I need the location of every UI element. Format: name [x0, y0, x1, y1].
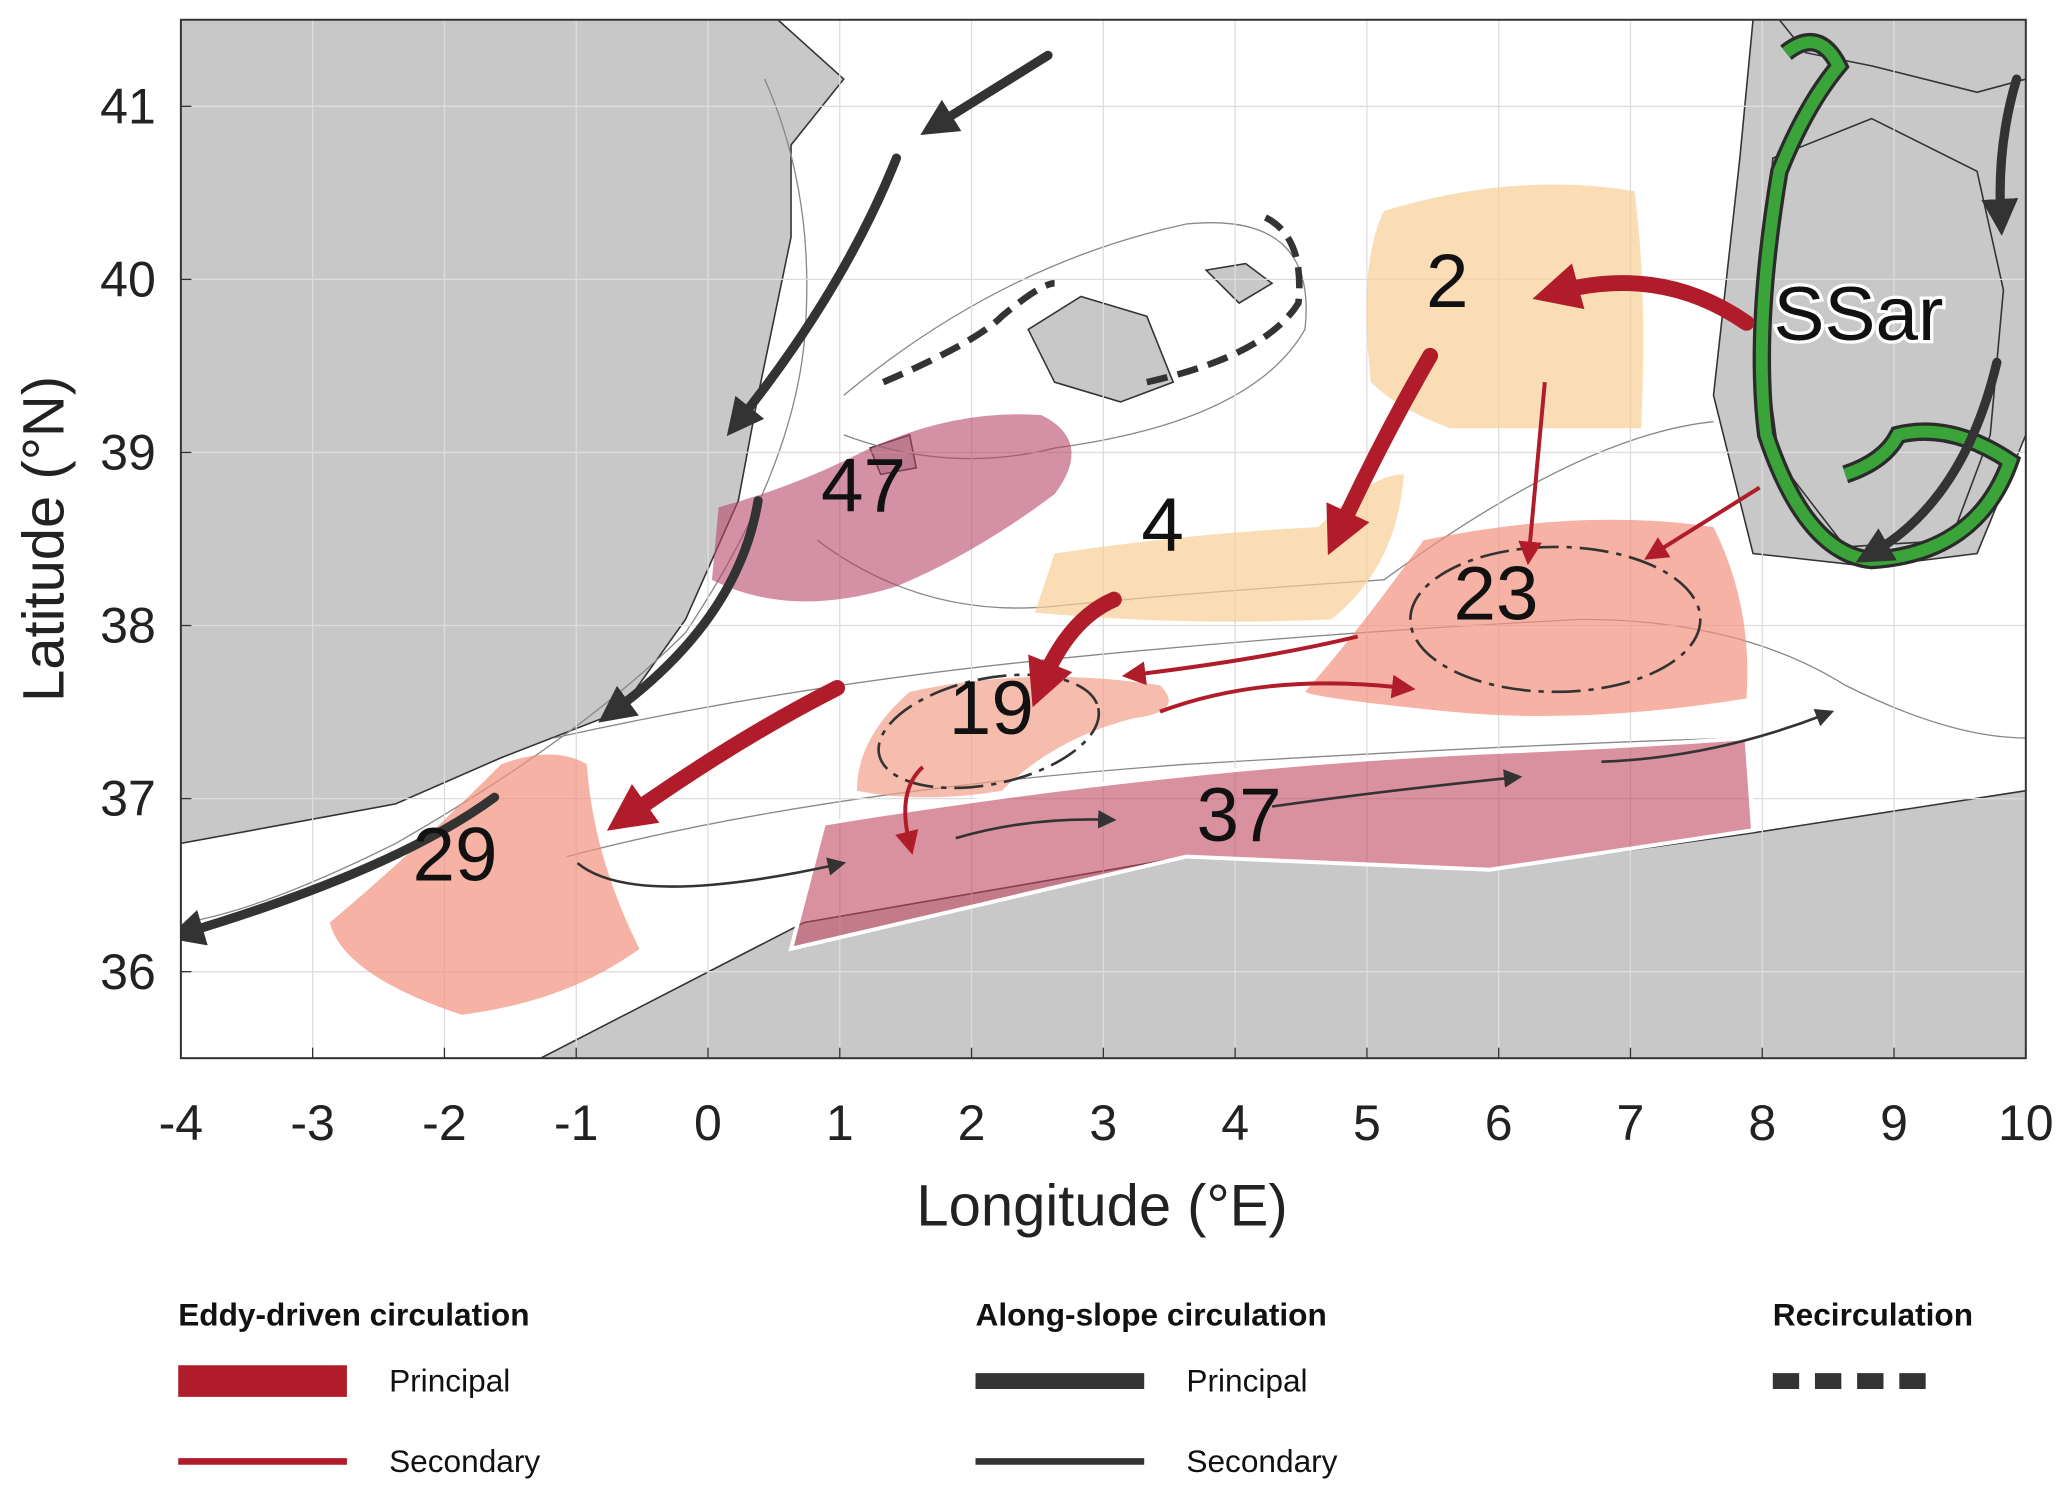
region-23	[1304, 519, 1748, 717]
y-axis-label: Latitude (°N)	[13, 376, 77, 702]
x-tick-label: -1	[554, 1095, 599, 1151]
x-axis-label: Longitude (°E)	[916, 1175, 1287, 1239]
legend-title: Along-slope circulation	[976, 1297, 1327, 1333]
mallorca	[1027, 295, 1175, 403]
region-label: SSar	[1774, 272, 1944, 357]
legend-title: Eddy-driven circulation	[178, 1297, 529, 1333]
x-tick-label: 3	[1089, 1095, 1117, 1151]
region-label: 29	[412, 812, 497, 897]
along-slope-secondary	[576, 708, 1835, 888]
x-tick-label: 2	[958, 1095, 986, 1151]
region-label: 37	[1197, 773, 1282, 858]
y-tick-label: 41	[100, 78, 156, 134]
x-tick-label: 9	[1880, 1095, 1908, 1151]
region-29	[329, 754, 640, 1015]
legend-title: Recirculation	[1773, 1297, 1973, 1333]
x-tick-label: 5	[1353, 1095, 1381, 1151]
x-tick-label: -3	[290, 1095, 335, 1151]
legend-item: Secondary	[389, 1443, 540, 1479]
x-tick-label: 7	[1617, 1095, 1645, 1151]
region-4	[1034, 474, 1404, 622]
y-tick-label: 40	[100, 252, 156, 308]
region-19	[856, 676, 1169, 798]
legend-item: Principal	[1186, 1363, 1307, 1399]
x-tick-label: 1	[826, 1095, 854, 1151]
map-area: 47 4 2 23 19 29 37 SSar	[180, 19, 2026, 1059]
legend-item: Secondary	[1186, 1443, 1337, 1479]
eddy-driven-secondary	[895, 381, 1761, 855]
y-tick-label: 38	[100, 598, 156, 654]
legend-item: Principal	[389, 1363, 510, 1399]
region-label: 4	[1141, 483, 1184, 568]
region-label: 2	[1426, 239, 1469, 324]
eddy-dashed	[877, 545, 1702, 790]
recirculation	[881, 214, 1303, 386]
x-tick-label: 6	[1485, 1095, 1513, 1151]
region-labels: 47 4 2 23 19 29 37 SSar	[412, 239, 1946, 897]
region-47	[711, 414, 1072, 602]
y-tick-label: 36	[100, 944, 156, 1000]
menorca	[1204, 262, 1274, 305]
x-tick-label: -2	[422, 1095, 467, 1151]
y-tick-label: 39	[100, 425, 156, 481]
region-2	[1366, 184, 1644, 429]
corsica	[1778, 19, 2026, 94]
x-tick-label: 4	[1221, 1095, 1249, 1151]
x-tick-label: 8	[1748, 1095, 1776, 1151]
x-tick-label: 0	[694, 1095, 722, 1151]
y-tick-label: 37	[100, 771, 156, 827]
region-label: 23	[1454, 551, 1539, 636]
x-tick-label: -4	[159, 1095, 204, 1151]
region-37	[788, 735, 1756, 952]
region-label: 19	[949, 666, 1034, 751]
region-label: 47	[821, 443, 906, 528]
x-tick-label: 10	[1998, 1095, 2054, 1151]
eddy-driven-principal	[606, 263, 1755, 831]
legend: Eddy-driven circulation Principal Secondar…	[178, 1297, 1973, 1479]
along-slope-principal	[180, 50, 2022, 946]
green-contour-fill	[1755, 36, 2018, 567]
regions	[329, 184, 1756, 1015]
